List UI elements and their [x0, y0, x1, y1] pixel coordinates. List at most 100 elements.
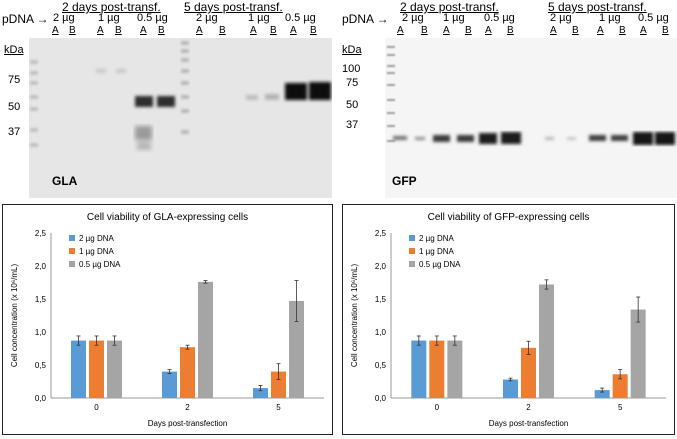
legend-label: 1 µg DNA: [419, 247, 455, 256]
lane-label: A: [140, 25, 147, 36]
legend-label: 1 µg DNA: [79, 247, 115, 256]
bar: [71, 340, 86, 398]
bar: [521, 347, 536, 398]
protein-label-gla: GLA: [52, 174, 78, 188]
gfp-blot-bands: [387, 46, 675, 145]
legend-label: 0.5 µg DNA: [79, 260, 121, 269]
x-axis-label: Days post-transfection: [489, 419, 569, 428]
gla-blot-bands: [30, 42, 331, 150]
y-tick-label: 0,0: [375, 394, 387, 403]
lane-label: B: [115, 25, 122, 36]
bar: [630, 309, 646, 398]
time-header-5d: 5 days post-transf.: [548, 0, 647, 14]
amount-header: 0.5 µg: [285, 12, 316, 24]
bar: [89, 340, 104, 398]
lane-label: B: [270, 25, 277, 36]
bar: [198, 281, 213, 398]
y-tick-label: 1,0: [375, 328, 387, 337]
amount-header: 2 µg: [550, 12, 572, 24]
amount-header: 1 µg: [443, 12, 465, 24]
lane-label: B: [619, 25, 626, 36]
marker-label: 75: [8, 74, 21, 86]
lane-label: B: [421, 25, 428, 36]
chart-title: Cell viability of GLA-expressing cells: [87, 212, 248, 223]
bar: [289, 300, 304, 398]
lane-label: A: [550, 25, 557, 36]
y-axis-label: Cell concentration (x 10⁶/mL): [350, 264, 359, 368]
legend-swatch: [409, 248, 415, 254]
y-tick-label: 2,5: [35, 229, 47, 238]
y-tick-label: 0,0: [35, 394, 47, 403]
gfp-blot-image: [385, 38, 677, 198]
kda-label: kDa: [342, 44, 362, 56]
legend-swatch: [409, 235, 415, 241]
y-tick-label: 2,5: [375, 229, 387, 238]
chart-title: Cell viability of GFP-expressing cells: [428, 212, 590, 223]
amount-header: 1 µg: [599, 12, 621, 24]
bar: [503, 379, 518, 398]
lane-label: A: [640, 25, 647, 36]
amount-header: 0.5 µg: [137, 12, 168, 24]
lane-label: A: [196, 25, 203, 36]
y-tick-label: 1,5: [375, 295, 387, 304]
x-axis-label: Days post-transfection: [148, 419, 228, 428]
y-tick-label: 2,0: [375, 262, 387, 271]
bar: [253, 388, 268, 398]
legend-swatch: [409, 261, 415, 267]
y-axis-label: Cell concentration (x 10⁶/mL): [10, 264, 19, 368]
lane-label: B: [310, 25, 317, 36]
lane-label: A: [97, 25, 104, 36]
lane-label: B: [465, 25, 472, 36]
gla-viability-chart-svg: Cell viability of GLA-expressing cells 0,…: [10, 212, 324, 428]
lane-label: A: [290, 25, 297, 36]
lane-label: B: [572, 25, 579, 36]
lane-label: A: [597, 25, 604, 36]
x-tick-label: 5: [276, 403, 281, 412]
y-tick-label: 1,5: [35, 295, 47, 304]
pdna-label: pDNA →: [2, 12, 49, 26]
bar: [271, 371, 286, 398]
gfp-viability-chart: Cell viability of GFP-expressing cells 0,…: [342, 204, 675, 435]
bar: [539, 284, 554, 398]
marker-label: 37: [8, 126, 21, 138]
y-tick-label: 0,5: [375, 361, 387, 370]
lane-label: B: [507, 25, 514, 36]
lane-label: A: [485, 25, 492, 36]
bar: [612, 374, 628, 398]
legend-label: 0.5 µg DNA: [419, 260, 461, 269]
lane-label: A: [443, 25, 450, 36]
lane-label: A: [397, 25, 404, 36]
marker-label: 50: [8, 101, 21, 113]
y-tick-label: 2,0: [35, 262, 47, 271]
amount-header: 0.5 µg: [638, 12, 669, 24]
lane-label: B: [69, 25, 76, 36]
pdna-label: pDNA →: [342, 12, 389, 26]
bar: [107, 340, 122, 398]
x-tick-label: 0: [435, 403, 440, 412]
legend-swatch: [69, 248, 75, 254]
x-tick-label: 0: [94, 403, 99, 412]
lane-label: B: [158, 25, 165, 36]
amount-header: 1 µg: [248, 12, 270, 24]
amount-header: 2 µg: [53, 12, 75, 24]
gla-blot-image: [29, 38, 332, 198]
amount-header: 2 µg: [196, 12, 218, 24]
bar: [162, 371, 177, 398]
x-tick-label: 2: [185, 403, 190, 412]
x-tick-label: 2: [526, 403, 531, 412]
marker-label: 50: [346, 99, 359, 111]
y-tick-label: 0,5: [35, 361, 47, 370]
legend-swatch: [69, 261, 75, 267]
protein-label-gfp: GFP: [392, 174, 417, 188]
bar: [447, 340, 463, 398]
y-tick-label: 1,0: [35, 328, 47, 337]
lane-label: B: [219, 25, 226, 36]
legend-swatch: [69, 235, 75, 241]
bar: [411, 340, 427, 398]
lane-label: A: [250, 25, 257, 36]
legend-label: 2 µg DNA: [79, 234, 115, 243]
amount-header: 0.5 µg: [484, 12, 515, 24]
x-tick-label: 5: [618, 403, 623, 412]
bar: [594, 390, 610, 398]
marker-label: 100: [342, 63, 361, 75]
